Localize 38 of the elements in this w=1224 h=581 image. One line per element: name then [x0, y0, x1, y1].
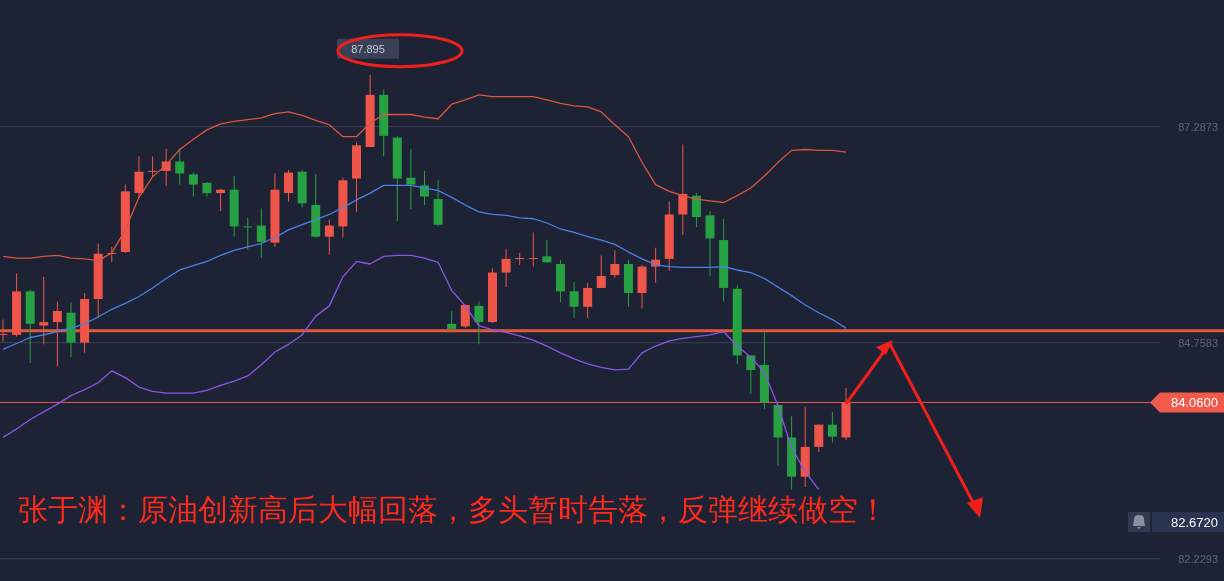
candlestick	[705, 210, 715, 277]
candlestick	[583, 282, 593, 319]
candlestick	[0, 319, 8, 343]
annotation: 87.895	[351, 42, 385, 55]
candlestick	[501, 248, 511, 288]
y-tick-label: 87.2873	[1178, 120, 1218, 133]
candlestick	[528, 231, 538, 268]
candlestick	[460, 303, 470, 329]
line-series	[2, 254, 820, 491]
y-tick-label: 84.7583	[1178, 336, 1218, 349]
candlestick	[420, 170, 429, 206]
candlestick	[406, 148, 416, 210]
candlestick	[188, 172, 198, 198]
candlestick	[175, 148, 185, 186]
text: 82.6720	[1171, 514, 1218, 530]
candlestick	[148, 155, 158, 178]
candlestick	[256, 207, 266, 259]
candlestick	[515, 252, 525, 266]
candlestick	[284, 169, 294, 203]
candlestick	[39, 276, 49, 345]
candlestick	[474, 301, 484, 345]
y-tick-label: 82.2293	[1178, 552, 1218, 565]
ref-line-label: 84.0600	[1171, 394, 1218, 410]
candlestick	[542, 239, 552, 264]
candlestick	[134, 155, 144, 198]
line-series	[2, 94, 847, 262]
candlestick	[814, 424, 824, 453]
candlestick	[569, 281, 579, 319]
candlestick	[243, 217, 253, 250]
candlestick	[746, 354, 756, 395]
candlestick	[691, 192, 701, 228]
candlestick	[678, 143, 688, 236]
candlestick	[324, 219, 334, 256]
annotation: 张于渊：原油创新高后大幅回落，多头暂时告落，反弹继续做空！	[18, 493, 888, 526]
candlestick	[827, 411, 837, 444]
candlestick	[52, 301, 62, 368]
candlestick	[610, 249, 620, 279]
candlestick	[596, 254, 606, 289]
